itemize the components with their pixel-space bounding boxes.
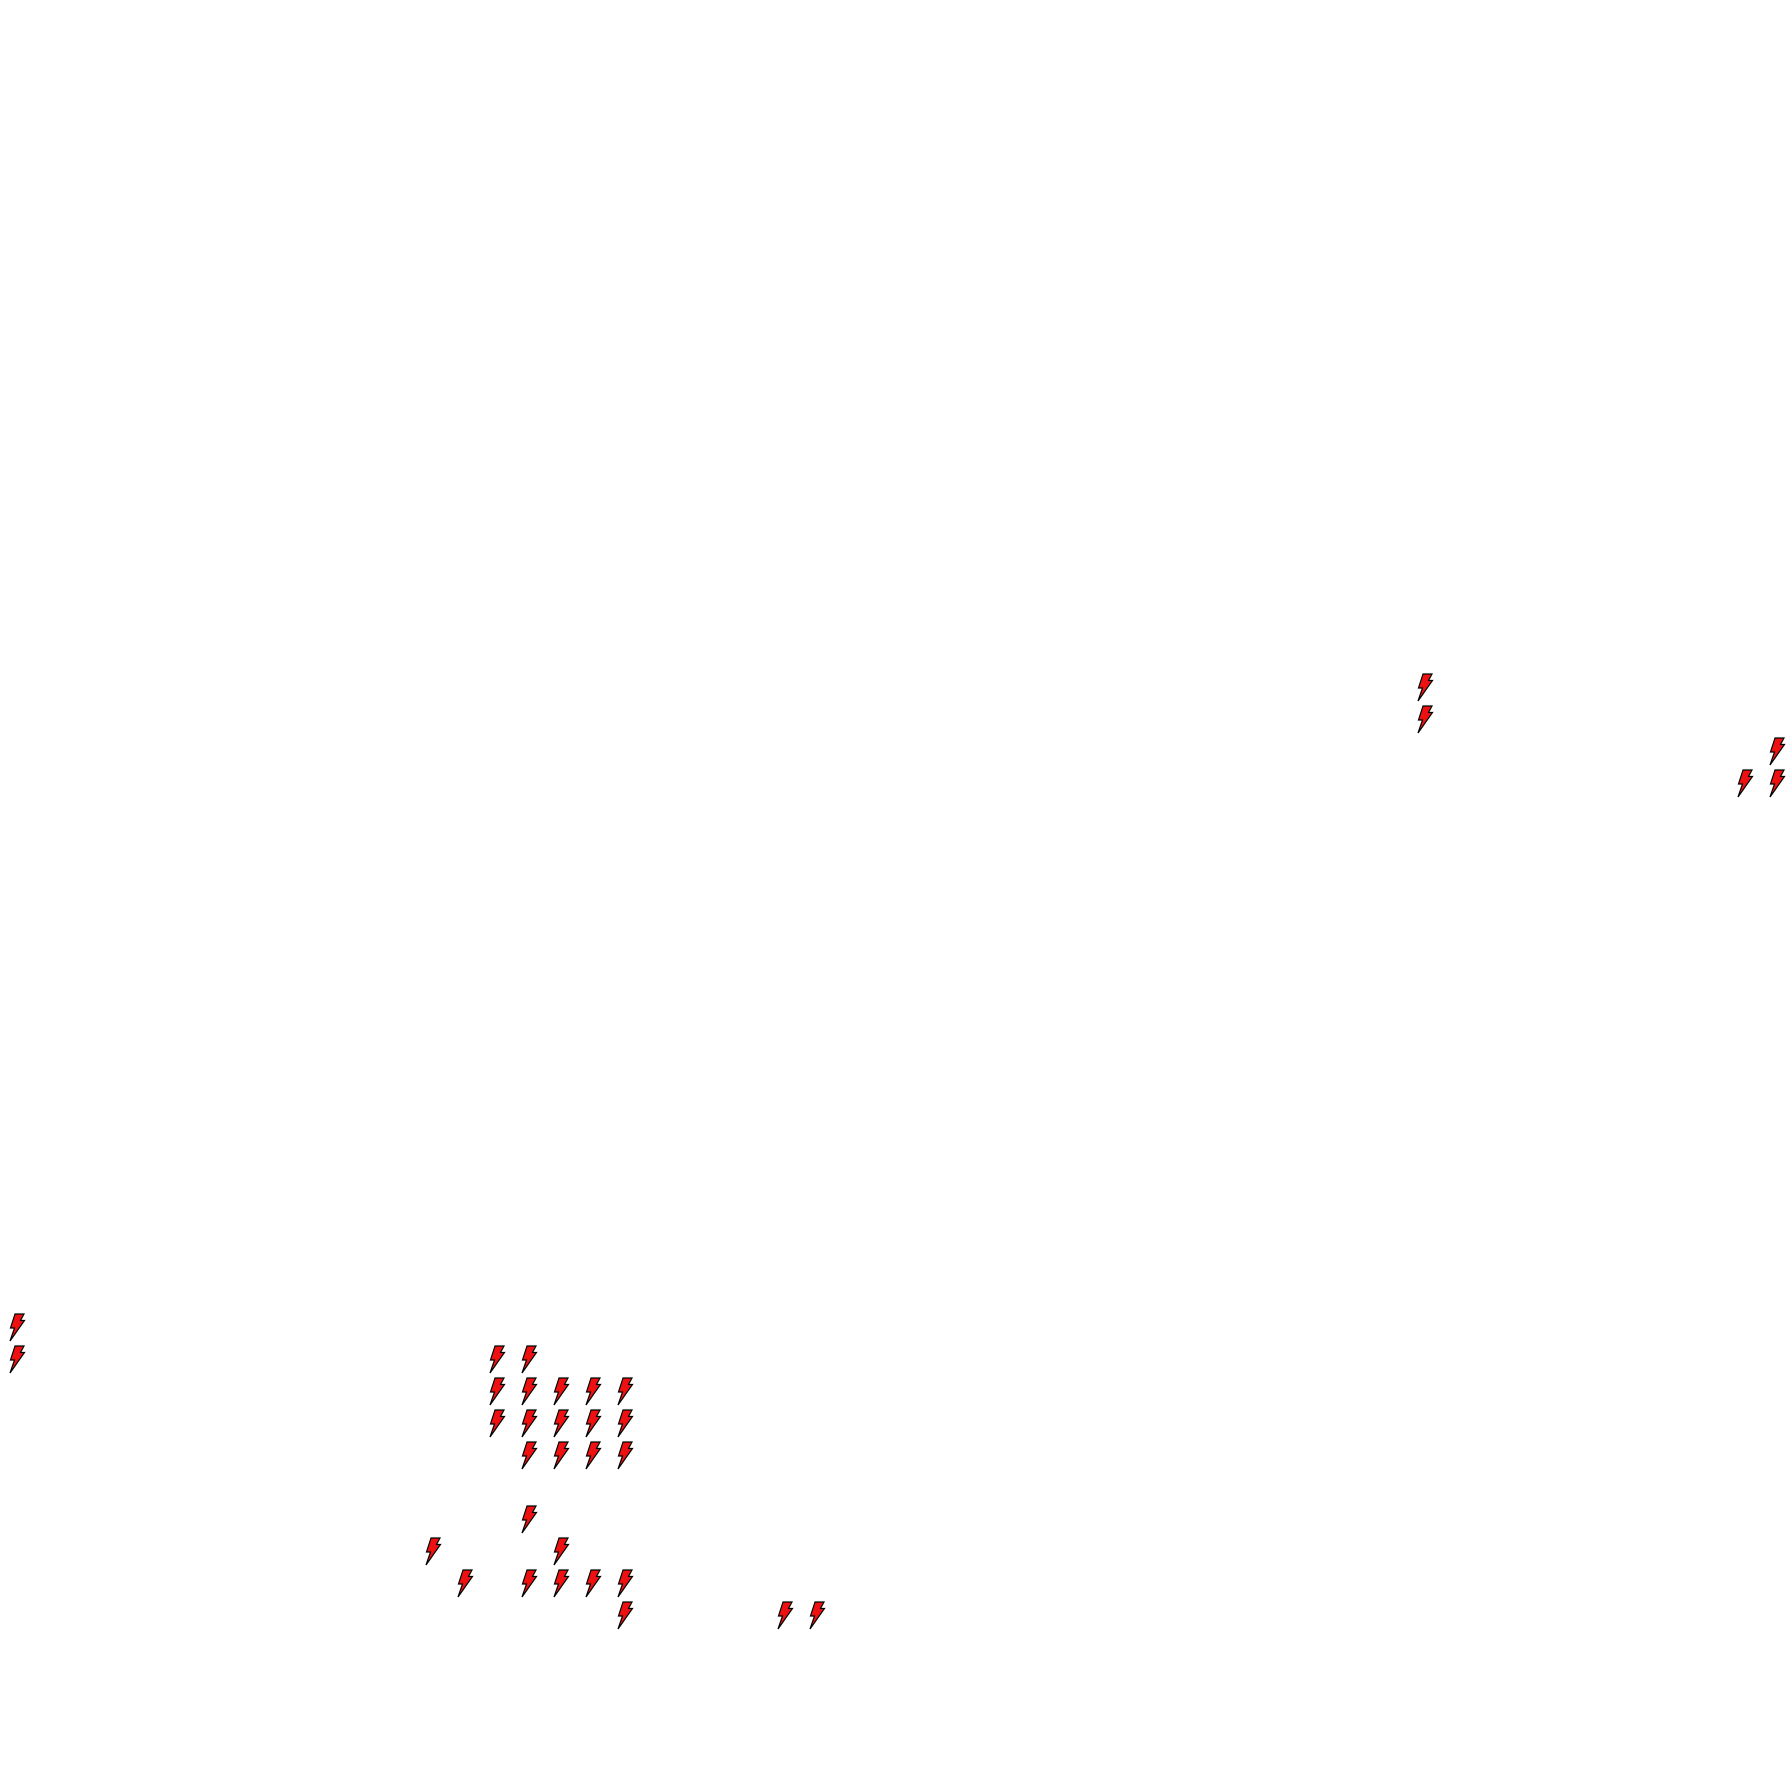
lightning-bolt-icon[interactable] xyxy=(1416,673,1434,703)
lightning-bolt-icon[interactable] xyxy=(616,1569,634,1599)
lightning-bolt-icon[interactable] xyxy=(520,1441,538,1471)
lightning-bolt-icon[interactable] xyxy=(1736,769,1754,799)
lightning-bolt-icon[interactable] xyxy=(488,1345,506,1375)
lightning-bolt-icon[interactable] xyxy=(1768,737,1786,767)
lightning-bolt-icon[interactable] xyxy=(552,1409,570,1439)
lightning-bolt-icon[interactable] xyxy=(584,1569,602,1599)
lightning-bolt-icon[interactable] xyxy=(520,1505,538,1535)
lightning-bolt-icon[interactable] xyxy=(616,1601,634,1631)
lightning-bolt-icon[interactable] xyxy=(552,1441,570,1471)
lightning-bolt-icon[interactable] xyxy=(456,1569,474,1599)
lightning-bolt-icon[interactable] xyxy=(520,1569,538,1599)
lightning-bolt-icon[interactable] xyxy=(1768,769,1786,799)
lightning-bolt-icon[interactable] xyxy=(520,1345,538,1375)
lightning-bolt-icon[interactable] xyxy=(776,1601,794,1631)
lightning-bolt-icon[interactable] xyxy=(584,1377,602,1407)
lightning-bolt-icon[interactable] xyxy=(552,1377,570,1407)
lightning-bolt-icon[interactable] xyxy=(584,1441,602,1471)
lightning-bolt-icon[interactable] xyxy=(488,1377,506,1407)
lightning-bolt-icon[interactable] xyxy=(520,1409,538,1439)
lightning-bolt-icon[interactable] xyxy=(8,1345,26,1375)
lightning-bolt-icon[interactable] xyxy=(520,1377,538,1407)
lightning-bolt-icon[interactable] xyxy=(616,1441,634,1471)
lightning-bolt-icon[interactable] xyxy=(808,1601,826,1631)
lightning-bolt-icon[interactable] xyxy=(552,1537,570,1567)
lightning-bolt-icon[interactable] xyxy=(584,1409,602,1439)
lightning-bolt-icon[interactable] xyxy=(424,1537,442,1567)
lightning-bolt-icon[interactable] xyxy=(8,1313,26,1343)
lightning-bolt-icon[interactable] xyxy=(616,1409,634,1439)
lightning-bolt-icon[interactable] xyxy=(488,1409,506,1439)
lightning-bolt-icon[interactable] xyxy=(552,1569,570,1599)
lightning-bolt-icon[interactable] xyxy=(1416,705,1434,735)
lightning-bolt-icon[interactable] xyxy=(616,1377,634,1407)
